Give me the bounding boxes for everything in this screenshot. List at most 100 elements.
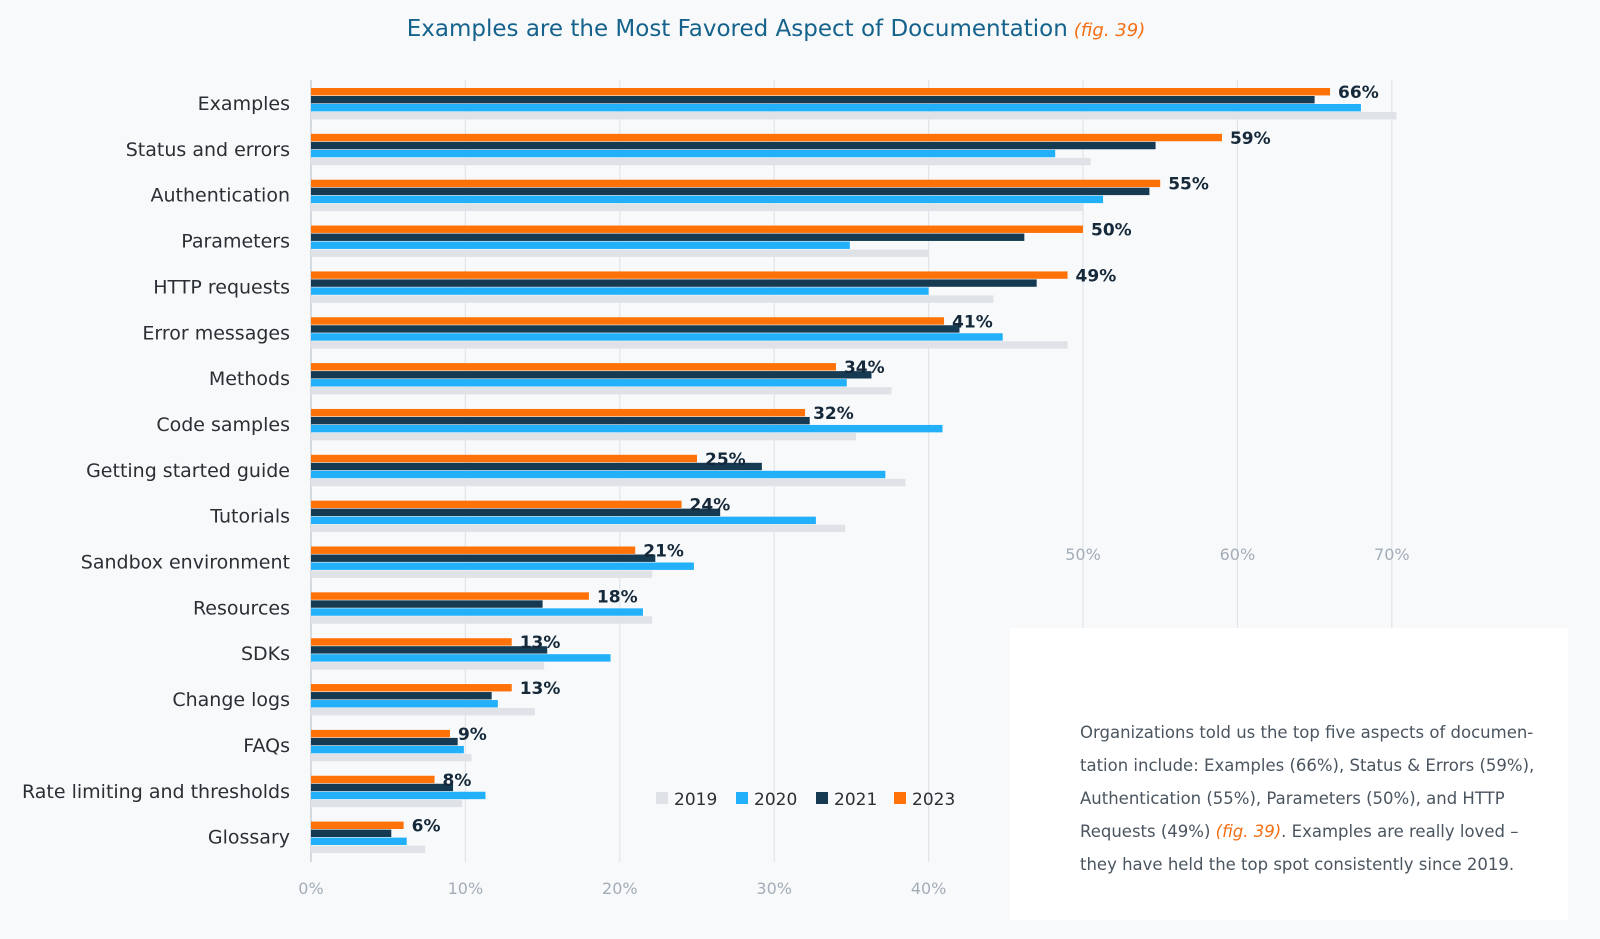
bar-2021 — [311, 416, 810, 425]
bar-2021 — [311, 554, 656, 562]
bar-2023 — [311, 271, 1068, 279]
bar-2021 — [311, 462, 762, 471]
data-label: 32% — [813, 404, 854, 424]
bar-2019 — [311, 432, 857, 441]
bar-2019 — [311, 112, 1397, 120]
bar-2020 — [311, 562, 694, 570]
bar-2023 — [311, 546, 636, 554]
data-label: 24% — [690, 496, 731, 516]
category-label: Resources — [193, 597, 290, 619]
x-tick-label: 20% — [602, 879, 638, 898]
x-tick-label: 70% — [1374, 545, 1410, 564]
bar-2020 — [311, 791, 486, 800]
bar-2020 — [311, 379, 847, 387]
bar-2021 — [311, 692, 492, 700]
bar-2019 — [311, 799, 463, 808]
category-label: Sandbox environment — [81, 552, 290, 574]
bar-2021 — [311, 233, 1025, 241]
bar-2020 — [311, 700, 498, 708]
chart-title: Examples are the Most Favored Aspect of … — [0, 16, 1552, 42]
data-label: 25% — [705, 450, 746, 470]
data-label: 66% — [1338, 83, 1379, 103]
bar-2023 — [311, 729, 450, 738]
bar-2023 — [311, 225, 1083, 233]
bar-2019 — [311, 616, 653, 624]
bar-2019 — [311, 753, 472, 762]
category-label: SDKs — [241, 643, 290, 665]
bar-2020 — [311, 195, 1104, 204]
x-tick-label: 30% — [756, 879, 792, 898]
bar-2023 — [311, 363, 836, 371]
category-label: Rate limiting and thresholds — [22, 781, 290, 803]
bar-2019 — [311, 845, 426, 853]
bar-2020 — [311, 333, 1003, 341]
category-label: Status and errors — [126, 139, 290, 161]
bar-2019 — [311, 249, 929, 257]
bar-2020 — [311, 745, 464, 754]
bar-2021 — [311, 829, 392, 837]
bar-2021 — [311, 783, 454, 792]
legend-label-2020: 2020 — [754, 790, 797, 810]
data-label: 9% — [458, 725, 487, 745]
bar-2020 — [311, 104, 1361, 112]
bar-2021 — [311, 187, 1150, 196]
bar-2019 — [311, 203, 1083, 212]
data-label: 55% — [1168, 175, 1209, 195]
title-text: Examples are the Most Favored Aspect of … — [406, 16, 1068, 42]
category-label: Getting started guide — [86, 460, 290, 482]
bar-2019 — [311, 570, 653, 578]
bar-2023 — [311, 408, 806, 417]
data-label: 59% — [1230, 129, 1271, 149]
data-label: 41% — [952, 312, 993, 332]
bar-2021 — [311, 600, 543, 608]
bar-2021 — [311, 371, 872, 379]
bar-2019 — [311, 708, 535, 716]
bar-2023 — [311, 638, 512, 646]
x-tick-label: 50% — [1065, 545, 1101, 564]
data-label: 13% — [520, 679, 561, 699]
bar-2020 — [311, 516, 816, 525]
bar-2021 — [311, 646, 548, 654]
bar-2019 — [311, 524, 846, 533]
bar-2023 — [311, 684, 512, 692]
legend-swatch-2023 — [894, 792, 906, 804]
data-label: 50% — [1091, 221, 1132, 241]
bar-2021 — [311, 508, 721, 517]
bar-2023 — [311, 592, 589, 600]
bar-2019 — [311, 662, 545, 670]
category-label: Examples — [198, 93, 290, 115]
x-tick-label: 10% — [448, 879, 484, 898]
bar-2020 — [311, 149, 1056, 158]
bar-2020 — [311, 241, 850, 249]
legend-swatch-2019 — [656, 792, 668, 804]
legend-swatch-2020 — [736, 792, 748, 804]
bar-2020 — [311, 837, 407, 845]
bar-2020 — [311, 287, 929, 295]
bar-2020 — [311, 608, 643, 616]
bar-2021 — [311, 737, 458, 746]
bar-2023 — [311, 821, 404, 829]
x-tick-label: 60% — [1220, 545, 1256, 564]
category-label: Parameters — [181, 231, 290, 253]
category-label: Glossary — [208, 827, 290, 849]
data-label: 13% — [520, 633, 561, 653]
bar-2021 — [311, 325, 960, 333]
category-label: Error messages — [142, 322, 290, 344]
category-label: FAQs — [243, 735, 290, 757]
bar-2019 — [311, 387, 892, 395]
bar-2023 — [311, 775, 435, 784]
legend-swatch-2021 — [816, 792, 828, 804]
bar-2023 — [311, 317, 945, 325]
x-tick-label: 40% — [911, 879, 947, 898]
bar-2021 — [311, 279, 1037, 287]
data-label: 18% — [597, 587, 638, 607]
x-tick-label: 0% — [298, 879, 323, 898]
bar-2023 — [311, 500, 682, 509]
bar-2023 — [311, 179, 1161, 188]
bar-2023 — [311, 454, 697, 463]
bar-2019 — [311, 295, 994, 303]
category-label: Code samples — [156, 414, 290, 436]
bar-2020 — [311, 470, 886, 479]
bar-2019 — [311, 341, 1068, 349]
